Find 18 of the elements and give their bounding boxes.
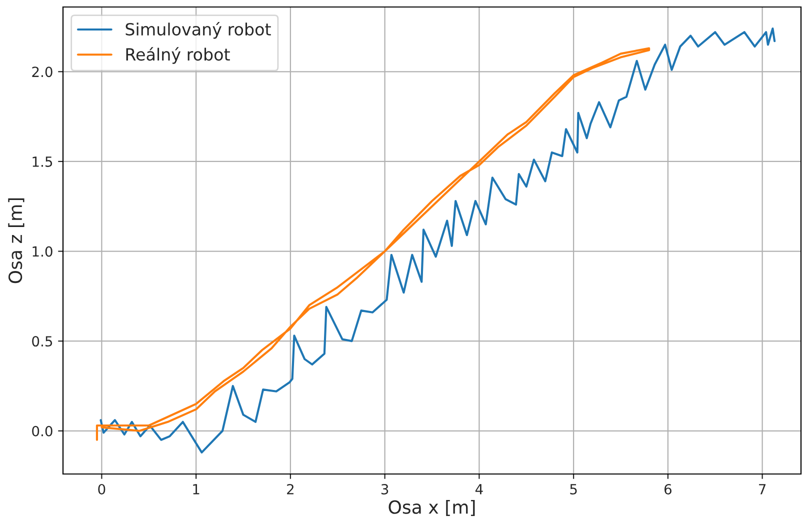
- legend-label: Reálný robot: [126, 47, 230, 64]
- x-tick-label: 5: [570, 484, 577, 494]
- y-axis-title: Osa z [m]: [8, 198, 24, 284]
- line-series: [96, 47, 650, 441]
- x-tick-label: 0: [98, 484, 106, 494]
- y-tick-label: 1.0: [32, 246, 52, 257]
- y-tick-label: 0.0: [32, 426, 52, 436]
- x-tick-label: 3: [381, 484, 388, 494]
- legend-label: Simulovaný robot: [126, 22, 271, 39]
- x-tick-label: 6: [664, 484, 672, 494]
- y-tick-label: 1.5: [32, 156, 52, 167]
- y-tick-label: 2.0: [32, 66, 52, 78]
- x-tick-label: 2: [287, 484, 294, 494]
- x-tick-label: 4: [475, 484, 483, 494]
- x-axis-title: Osa x [m]: [388, 500, 475, 516]
- x-tick-label: 7: [759, 484, 766, 494]
- y-tick-label: 0.5: [32, 336, 52, 347]
- x-tick-label: 1: [193, 484, 200, 494]
